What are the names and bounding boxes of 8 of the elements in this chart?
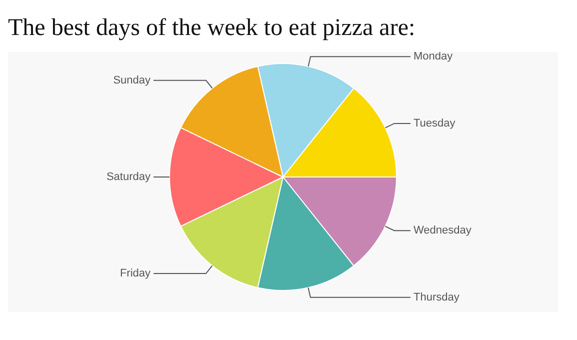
slice-label: Sunday	[113, 74, 151, 86]
slice-label: Wednesday	[414, 224, 472, 237]
slice-label: Tuesday	[414, 117, 456, 130]
chart-title: The best days of the week to eat pizza are:	[8, 14, 416, 43]
slice-label: Friday	[120, 268, 151, 280]
slice-label: Saturday	[106, 171, 151, 184]
slice-label: Monday	[414, 50, 454, 63]
slice-label: Thursday	[414, 291, 460, 304]
